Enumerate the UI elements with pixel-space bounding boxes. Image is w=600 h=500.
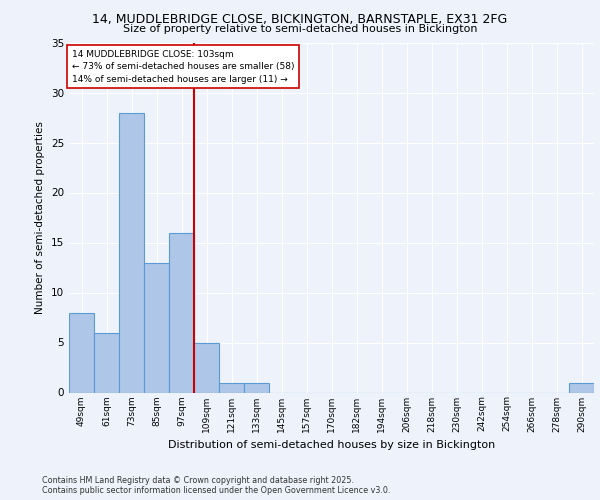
Bar [244, 382, 269, 392]
Bar [119, 112, 144, 392]
Bar [169, 232, 194, 392]
Bar [94, 332, 119, 392]
Text: Contains public sector information licensed under the Open Government Licence v3: Contains public sector information licen… [42, 486, 391, 495]
Bar [194, 342, 219, 392]
Text: 14 MUDDLEBRIDGE CLOSE: 103sqm
← 73% of semi-detached houses are smaller (58)
14%: 14 MUDDLEBRIDGE CLOSE: 103sqm ← 73% of s… [71, 50, 294, 84]
Bar [144, 262, 169, 392]
Bar [569, 382, 594, 392]
Text: 14, MUDDLEBRIDGE CLOSE, BICKINGTON, BARNSTAPLE, EX31 2FG: 14, MUDDLEBRIDGE CLOSE, BICKINGTON, BARN… [92, 12, 508, 26]
Text: Contains HM Land Registry data © Crown copyright and database right 2025.: Contains HM Land Registry data © Crown c… [42, 476, 354, 485]
Bar [219, 382, 244, 392]
Bar [69, 312, 94, 392]
Text: Size of property relative to semi-detached houses in Bickington: Size of property relative to semi-detach… [123, 24, 477, 34]
Y-axis label: Number of semi-detached properties: Number of semi-detached properties [35, 121, 46, 314]
X-axis label: Distribution of semi-detached houses by size in Bickington: Distribution of semi-detached houses by … [168, 440, 495, 450]
